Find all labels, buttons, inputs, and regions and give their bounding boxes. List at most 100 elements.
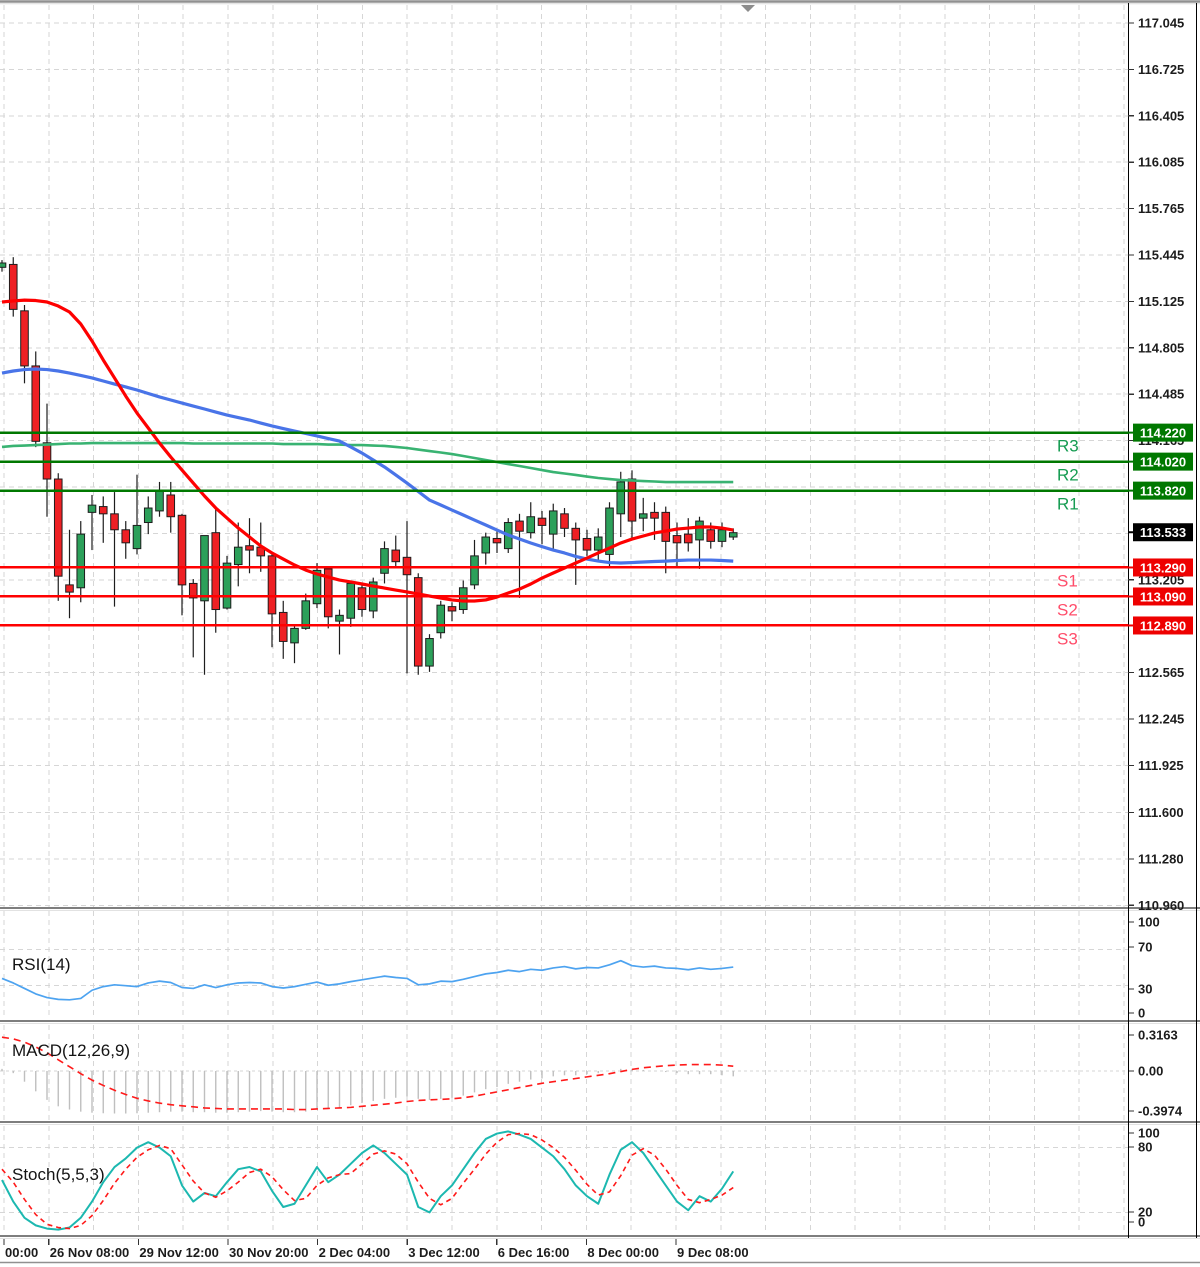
- bear-candle: [683, 533, 693, 544]
- bull-candle: [616, 481, 626, 515]
- price-badge-resistance: [1133, 481, 1193, 500]
- price-axis-label: 115.125: [1138, 294, 1184, 309]
- price-axis-label: 114.805: [1138, 340, 1184, 355]
- stoch-axis-label: 100: [1138, 1126, 1160, 1141]
- macd-signal-line: [1, 1036, 734, 1111]
- bull-candle: [76, 533, 86, 589]
- bear-candle: [515, 520, 524, 532]
- bull-candle: [593, 536, 603, 551]
- bear-candle: [278, 611, 288, 642]
- stoch-indicator-label: Stoch(5,5,3): [12, 1165, 105, 1184]
- price-badge-support: [1133, 558, 1193, 577]
- price-axis-label: 115.445: [1138, 248, 1184, 263]
- bear-candle: [650, 511, 659, 519]
- price-axis-label: 111.600: [1138, 805, 1184, 820]
- bear-candle: [413, 577, 423, 667]
- stoch-d-line: [1, 1132, 734, 1230]
- bear-candle: [391, 549, 401, 563]
- time-axis[interactable]: 00:00 26 Nov 08:00 29 Nov 12:00 30 Nov 20:0…: [3, 1239, 749, 1260]
- rsi-indicator-label: RSI(14): [12, 955, 71, 974]
- macd-histogram: [1, 1068, 734, 1114]
- price-axis-label: 112.245: [1138, 712, 1184, 727]
- bull-candle: [548, 510, 558, 535]
- bear-candle: [672, 535, 682, 544]
- bull-candle: [380, 548, 389, 574]
- price-badge-text: 113.820: [1140, 483, 1186, 498]
- macd-axis-label: 0.3163: [1138, 1028, 1178, 1043]
- support-label-s1: S1: [1057, 571, 1078, 590]
- bull-candle: [87, 504, 97, 513]
- stoch-axis-label: 0: [1138, 1215, 1145, 1230]
- bear-candle: [447, 606, 457, 612]
- rsi-axis-label: 70: [1138, 940, 1152, 955]
- bull-candle: [290, 627, 299, 644]
- bear-candle: [110, 513, 119, 531]
- price-badge-text: 114.220: [1140, 425, 1186, 440]
- bull-candle: [717, 529, 727, 542]
- bear-candle: [98, 506, 108, 515]
- price-axis-label: 117.045: [1138, 16, 1184, 31]
- rsi-axis-label: 0: [1138, 1006, 1145, 1021]
- bear-candle: [571, 527, 581, 541]
- price-badge-support: [1133, 616, 1193, 635]
- price-axis-label: 115.765: [1138, 201, 1184, 216]
- price-badge-text: 113.290: [1140, 560, 1186, 575]
- price-axis-label: 116.085: [1138, 155, 1184, 170]
- price-axis-label: 111.280: [1138, 851, 1184, 866]
- price-badge-support: [1133, 587, 1193, 606]
- ma-green-line: [1, 441, 734, 484]
- macd-indicator-label: MACD(12,26,9): [12, 1041, 131, 1060]
- time-axis-label: 3 Dec 12:00: [408, 1245, 480, 1260]
- bull-candle: [638, 513, 648, 519]
- bull-candle: [695, 520, 704, 541]
- price-badge-text: 113.090: [1140, 589, 1186, 604]
- bear-candle: [582, 537, 592, 551]
- bull-candle: [155, 490, 164, 512]
- time-axis-label: 8 Dec 00:00: [587, 1245, 659, 1260]
- support-label-s2: S2: [1057, 600, 1078, 619]
- stoch-axis-label: 80: [1138, 1140, 1152, 1155]
- bull-candle: [526, 516, 536, 534]
- bear-candle: [661, 511, 671, 542]
- support-label-s3: S3: [1057, 629, 1078, 648]
- bear-candle: [706, 529, 716, 542]
- time-axis-label: 26 Nov 08:00: [50, 1245, 130, 1260]
- price-axis-label: 110.960: [1138, 898, 1184, 913]
- ma-blue-line: [1, 367, 734, 565]
- price-axis-label: 116.725: [1138, 62, 1184, 77]
- bear-candle: [65, 584, 74, 593]
- resistance-label-r3: R3: [1057, 437, 1079, 456]
- stoch-k-line: [1, 1130, 735, 1231]
- chart-shift-marker-icon[interactable]: [741, 5, 755, 12]
- bull-candle: [436, 604, 446, 634]
- ma-red-line: [1, 298, 734, 603]
- time-axis-label: 2 Dec 04:00: [319, 1245, 391, 1260]
- price-axis-label: 116.405: [1138, 108, 1184, 123]
- bull-candle: [335, 614, 344, 622]
- bear-candle: [121, 529, 131, 544]
- bear-candle: [8, 263, 18, 310]
- bear-candle: [211, 532, 221, 611]
- time-axis-label: 9 Dec 08:00: [677, 1245, 749, 1260]
- price-badge-resistance: [1133, 423, 1193, 442]
- bull-candle: [728, 532, 738, 538]
- price-axis-label: 111.925: [1138, 758, 1184, 773]
- price-axis-label: 114.485: [1138, 387, 1184, 402]
- bear-candle: [53, 478, 63, 577]
- bear-candle: [20, 310, 29, 367]
- bear-candle: [537, 517, 547, 526]
- bull-candle: [425, 638, 434, 667]
- bear-candle: [492, 537, 502, 544]
- bull-candle: [312, 569, 322, 605]
- time-axis-label: 6 Dec 16:00: [498, 1245, 570, 1260]
- bull-candle: [143, 507, 153, 524]
- bull-candle: [301, 600, 311, 629]
- resistance-label-r2: R2: [1057, 466, 1079, 485]
- bull-candle: [470, 555, 479, 586]
- rsi-axis-label: 30: [1138, 982, 1152, 997]
- bear-candle: [267, 555, 277, 615]
- bear-candle: [166, 494, 176, 518]
